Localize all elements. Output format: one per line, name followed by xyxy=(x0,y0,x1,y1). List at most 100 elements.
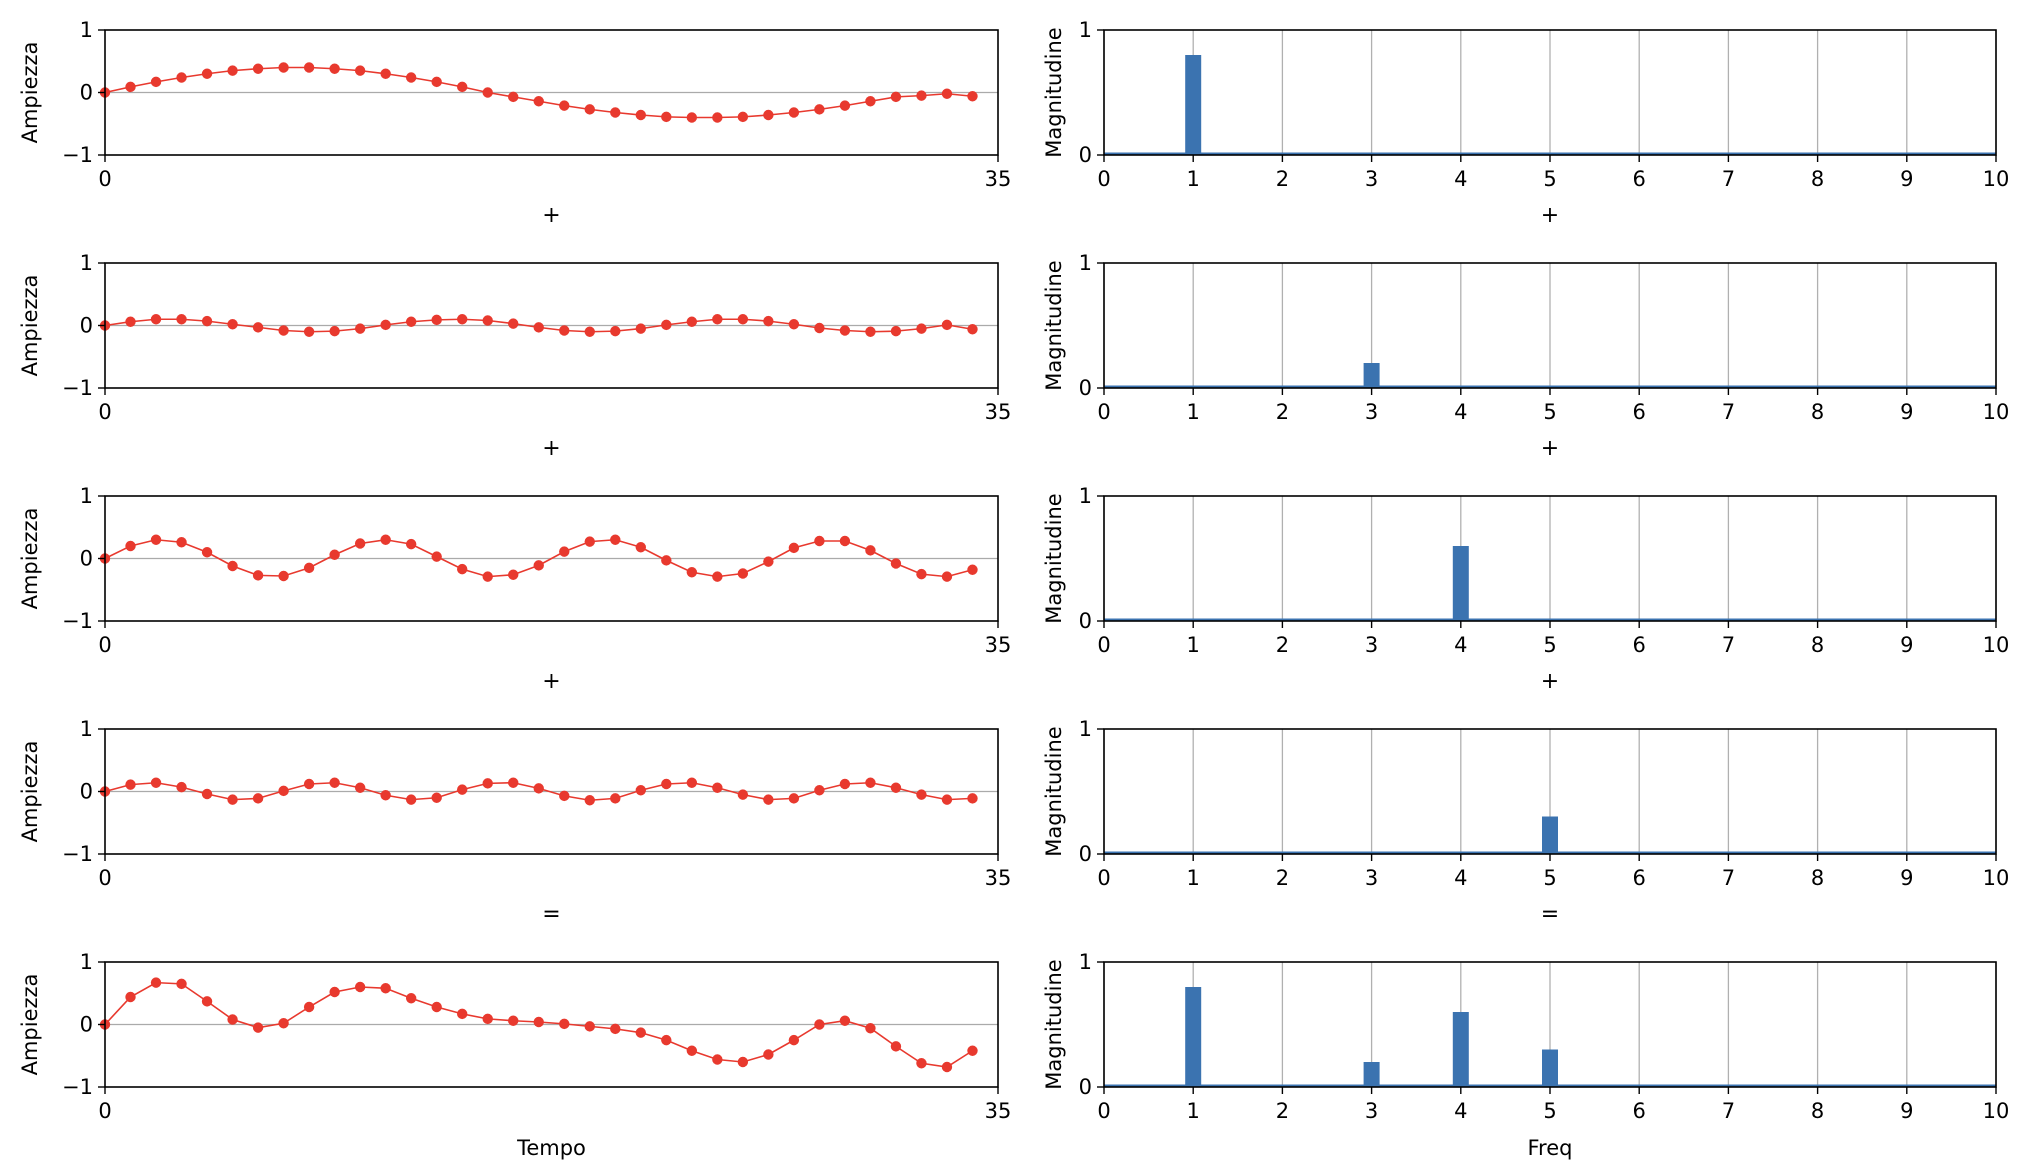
data-point xyxy=(482,778,493,789)
data-point xyxy=(839,100,851,111)
x-tick-label: 9 xyxy=(1900,1099,1913,1123)
y-tick-label: 1 xyxy=(80,717,93,741)
data-point xyxy=(431,76,442,88)
y-axis-label: Ampiezza xyxy=(18,974,42,1076)
x-tick-label: 0 xyxy=(98,167,111,191)
data-point xyxy=(533,783,544,794)
data-point xyxy=(176,781,187,793)
data-point xyxy=(329,549,340,560)
data-point xyxy=(201,996,213,1007)
data-point xyxy=(457,314,468,325)
x-tick-label: 4 xyxy=(1454,633,1467,657)
bar xyxy=(1363,363,1380,388)
x-tick-label: 4 xyxy=(1454,167,1467,191)
data-point xyxy=(584,104,595,115)
data-point xyxy=(329,777,340,788)
data-point xyxy=(635,1027,646,1038)
data-point xyxy=(150,314,162,325)
x-tick-label: 4 xyxy=(1454,866,1467,890)
freq-panel-2: 0 1 2 3 4 5 6 7 8 9 10 0 1 Magnitudine + xyxy=(1042,251,2009,461)
data-point xyxy=(354,782,366,793)
data-point xyxy=(839,1015,851,1026)
data-point xyxy=(712,1054,723,1065)
data-point xyxy=(661,778,672,790)
data-point xyxy=(941,88,953,99)
data-point xyxy=(661,111,672,123)
data-point xyxy=(788,319,800,330)
data-point xyxy=(508,1015,519,1026)
x-tick-label: 6 xyxy=(1633,1099,1646,1123)
data-point xyxy=(890,558,902,569)
data-point xyxy=(457,563,468,575)
data-point xyxy=(125,316,136,327)
y-axis-label: Magnitudine xyxy=(1042,959,1066,1089)
data-point xyxy=(916,323,927,334)
data-point xyxy=(201,315,213,327)
y-tick-label: −1 xyxy=(62,842,93,866)
x-tick-label: 2 xyxy=(1276,1099,1289,1123)
data-point xyxy=(788,107,800,118)
y-tick-label: 1 xyxy=(1079,717,1092,741)
data-point xyxy=(865,1023,876,1034)
data-point xyxy=(737,314,749,325)
data-point xyxy=(150,977,162,988)
x-tick-label: 8 xyxy=(1811,866,1824,890)
data-point xyxy=(508,569,519,580)
data-point xyxy=(584,1021,595,1032)
x-tick-label: 9 xyxy=(1900,633,1913,657)
data-point xyxy=(329,325,340,337)
data-point xyxy=(559,790,570,802)
data-point xyxy=(482,315,493,326)
data-point xyxy=(584,536,595,547)
x-tick-label: 6 xyxy=(1633,400,1646,424)
y-axis-label: Ampiezza xyxy=(18,275,42,377)
data-point xyxy=(380,983,391,994)
data-point xyxy=(303,326,315,337)
freq-panel-4: 0 1 2 3 4 5 6 7 8 9 10 0 1 Magnitudine = xyxy=(1042,717,2009,927)
y-tick-label: 1 xyxy=(80,251,93,275)
data-point xyxy=(890,91,902,103)
data-point xyxy=(610,325,621,337)
data-point xyxy=(201,788,213,800)
data-point xyxy=(967,793,978,804)
x-tick-label: 2 xyxy=(1276,167,1289,191)
y-axis-label: Ampiezza xyxy=(18,42,42,144)
data-point xyxy=(150,534,162,545)
x-tick-label: 9 xyxy=(1900,167,1913,191)
data-point xyxy=(431,314,442,326)
x-tick-label: 8 xyxy=(1811,1099,1824,1123)
data-point xyxy=(227,319,238,330)
bar xyxy=(1542,1049,1558,1087)
data-point xyxy=(635,785,646,796)
data-point xyxy=(329,986,340,998)
data-point xyxy=(737,789,749,800)
data-point xyxy=(405,993,417,1004)
x-tick-label: 3 xyxy=(1365,167,1378,191)
data-point xyxy=(763,556,774,567)
data-point xyxy=(201,547,213,558)
x-tick-label: 0 xyxy=(1097,866,1110,890)
data-point xyxy=(584,795,595,806)
data-point xyxy=(329,63,340,74)
operator-symbol: + xyxy=(542,203,560,228)
data-point xyxy=(661,1034,672,1046)
data-point xyxy=(788,1034,800,1046)
data-point xyxy=(150,76,162,88)
x-tick-label: 35 xyxy=(985,1099,1012,1123)
data-point xyxy=(763,1049,774,1060)
data-point xyxy=(227,794,238,805)
x-tick-label: 35 xyxy=(985,633,1012,657)
x-tick-label: 2 xyxy=(1276,633,1289,657)
x-tick-label: 5 xyxy=(1543,167,1556,191)
data-point xyxy=(941,319,953,331)
y-tick-label: 0 xyxy=(80,547,93,571)
bar xyxy=(1452,546,1469,621)
data-point xyxy=(941,1061,953,1073)
x-tick-label: 4 xyxy=(1454,1099,1467,1123)
y-tick-label: −1 xyxy=(62,1075,93,1099)
